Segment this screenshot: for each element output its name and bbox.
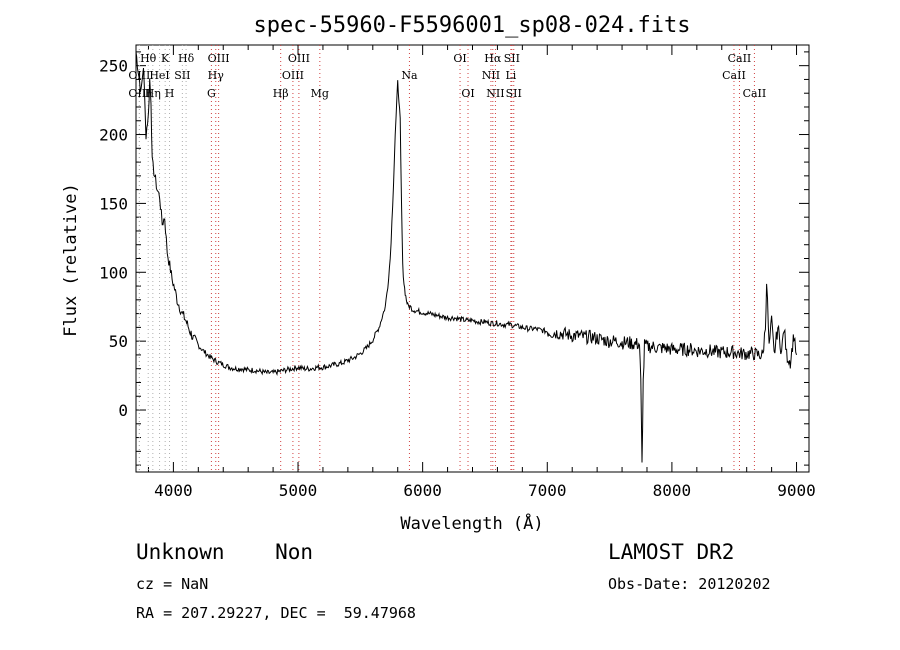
plot-frame: [135, 44, 810, 473]
line-label: OIII: [282, 69, 304, 82]
line-label: Mg: [311, 87, 329, 100]
y-tick-label: 150: [99, 194, 128, 213]
cz-label: cz = NaN: [136, 575, 209, 593]
line-label: Hη: [145, 87, 161, 100]
line-label: SII: [504, 52, 520, 65]
line-label: Li: [505, 69, 516, 82]
line-label: OIII: [288, 52, 310, 65]
line-label: Hθ: [140, 52, 157, 65]
x-tick-label: 6000: [403, 481, 442, 500]
y-tick-label: 250: [99, 57, 128, 76]
line-label: OIII: [208, 52, 230, 65]
line-label: NII: [482, 69, 500, 82]
line-label: OI: [453, 52, 466, 65]
line-label: OIII: [128, 69, 150, 82]
class-label: Unknown Non: [136, 540, 314, 564]
y-tick-label: 50: [109, 332, 128, 351]
x-axis-label: Wavelength (Å): [400, 512, 543, 534]
line-label: HeI: [149, 69, 169, 82]
spectrum-line: [135, 51, 797, 463]
y-tick-label: 200: [99, 126, 128, 145]
line-label: CaII: [728, 52, 752, 65]
line-label: SII: [506, 87, 522, 100]
y-tick-label: 0: [118, 401, 128, 420]
line-label: OI: [461, 87, 474, 100]
line-label: CaII: [743, 87, 767, 100]
line-label: Hα: [484, 52, 502, 65]
line-label: H: [165, 87, 175, 100]
line-label: Hγ: [208, 69, 225, 82]
line-label: Na: [401, 69, 418, 82]
x-tick-label: 8000: [653, 481, 692, 500]
x-tick-label: 5000: [279, 481, 318, 500]
line-label: CaII: [722, 69, 746, 82]
survey-label: LAMOST DR2: [608, 540, 735, 564]
x-tick-label: 9000: [777, 481, 816, 500]
chart-title: spec-55960-F5596001_sp08-024.fits: [253, 13, 690, 38]
x-tick-label: 7000: [528, 481, 567, 500]
axis-ticks: 4000 5000 6000 7000 8000 9000 0 50 100 150 200 250: [99, 45, 816, 500]
line-label: NII: [486, 87, 504, 100]
y-tick-label: 100: [99, 263, 128, 282]
obs-date-label: Obs-Date: 20120202: [608, 575, 771, 593]
line-markers: [138, 45, 755, 472]
line-label: G: [207, 87, 216, 100]
line-label: Hδ: [178, 52, 195, 65]
x-tick-label: 4000: [154, 481, 193, 500]
line-label: SII: [174, 69, 190, 82]
line-label: Hβ: [273, 87, 289, 100]
line-label: K: [161, 52, 170, 65]
y-axis-label: Flux (relative): [61, 183, 81, 337]
coords-label: RA = 207.29227, DEC = 59.47968: [136, 604, 416, 622]
